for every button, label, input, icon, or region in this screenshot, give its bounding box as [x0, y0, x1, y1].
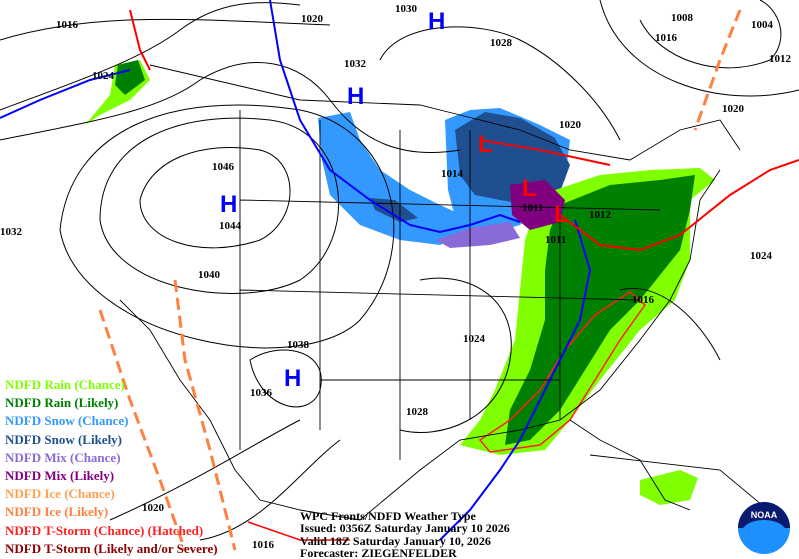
snow-chance-area — [318, 112, 470, 245]
legend-item: NDFD Rain (Likely) — [5, 395, 119, 411]
legend-item: NDFD Mix (Likely) — [5, 468, 115, 484]
low-level-front — [247, 521, 350, 541]
pressure-labels: 1016 1020 1030 1028 1032 1024 1008 1016 1004 1012… — [0, 3, 792, 551]
isobar-label: 1014 — [441, 168, 464, 180]
legend: NDFD Rain (Chance) NDFD Rain (Likely) NDFD… — [5, 376, 218, 558]
rain-likely-area — [115, 60, 145, 95]
high-pressure-center: H — [284, 365, 301, 392]
isobar-label: 1016 — [632, 294, 655, 306]
legend-item: NDFD Mix (Chance) — [5, 449, 121, 465]
stationary-front — [479, 139, 611, 166]
isobar-label: 1032 — [0, 226, 23, 238]
isobar-label: 1016 — [655, 32, 678, 44]
isobar-label: 1024 — [750, 250, 773, 262]
precip-areas — [85, 60, 715, 505]
isobar-label: 1011 — [522, 202, 543, 214]
isobar-label: 1036 — [250, 387, 273, 399]
isobar-label: 1030 — [395, 3, 418, 15]
isobar-label: 1028 — [406, 406, 429, 418]
isobars — [0, 0, 799, 541]
trough — [98, 309, 187, 551]
warm-front — [559, 159, 799, 252]
isobar-label: 1016 — [252, 539, 275, 551]
cold-front — [269, 0, 521, 234]
low-pressure-center: L — [478, 131, 493, 158]
forecaster: Forecaster: ZIEGENFELDER — [300, 545, 457, 559]
isobar-label: 1004 — [751, 19, 774, 31]
legend-item: NDFD Snow (Chance) — [5, 413, 129, 429]
cold-front — [0, 69, 131, 119]
isobar-label: 1028 — [490, 37, 513, 49]
map-info: WPC Fronts/NDFD Weather Type Issued: 035… — [300, 510, 510, 559]
cold-front — [439, 219, 592, 541]
legend-item: NDFD Ice (Chance) — [5, 486, 115, 502]
isobar-label: 1020 — [559, 119, 582, 131]
isobar-label: 1020 — [722, 103, 745, 115]
high-pressure-center: H — [347, 83, 364, 110]
isobar-label: 1008 — [671, 12, 694, 24]
rain-chance-area — [640, 470, 698, 505]
low-pressure-center: L — [554, 201, 569, 228]
isobar-label: 1012 — [589, 209, 612, 221]
isobar-label: 1016 — [56, 19, 79, 31]
high-pressure-center: H — [428, 8, 445, 35]
isobar-label: 1011 — [545, 234, 566, 246]
mix-likely-area — [510, 180, 565, 230]
legend-item: NDFD T-Storm (Likely and/or Severe) — [5, 540, 218, 556]
rain-likely-area — [505, 175, 695, 445]
isobar-label: 1038 — [287, 339, 310, 351]
noaa-logo: NOAA — [738, 502, 790, 554]
isobar-label: 1012 — [769, 53, 792, 65]
isobar-label: 1046 — [212, 161, 235, 173]
legend-item: NDFD Rain (Chance) — [5, 377, 125, 392]
mix-chance-area — [436, 222, 520, 248]
map-title: WPC Fronts/NDFD Weather Type — [300, 509, 476, 523]
isobar-label: 1032 — [344, 58, 367, 70]
low-pressure-center: L — [522, 175, 537, 202]
issued-time: Issued: 0356Z Saturday January 10 2026 — [300, 521, 510, 536]
legend-item: NDFD Ice (Likely) — [5, 504, 109, 520]
isobar-label: 1024 — [92, 70, 115, 82]
isobar-label: 1040 — [198, 269, 221, 281]
trough — [173, 279, 237, 551]
snow-likely-area — [370, 198, 418, 222]
high-pressure-center: H — [220, 191, 237, 218]
borders — [119, 64, 781, 521]
isobar-label: 1044 — [219, 220, 242, 232]
valid-time: Valid 18Z Saturday January 10, 2026 — [300, 533, 491, 548]
isobar-label: 1020 — [142, 502, 165, 514]
isobar-label: 1024 — [463, 333, 486, 345]
legend-item: NDFD T-Storm (Chance) (Hatched) — [5, 522, 204, 538]
legend-item: NDFD Snow (Likely) — [5, 431, 123, 447]
occluded-front — [129, 9, 151, 71]
isobar-label: 1020 — [301, 13, 324, 25]
